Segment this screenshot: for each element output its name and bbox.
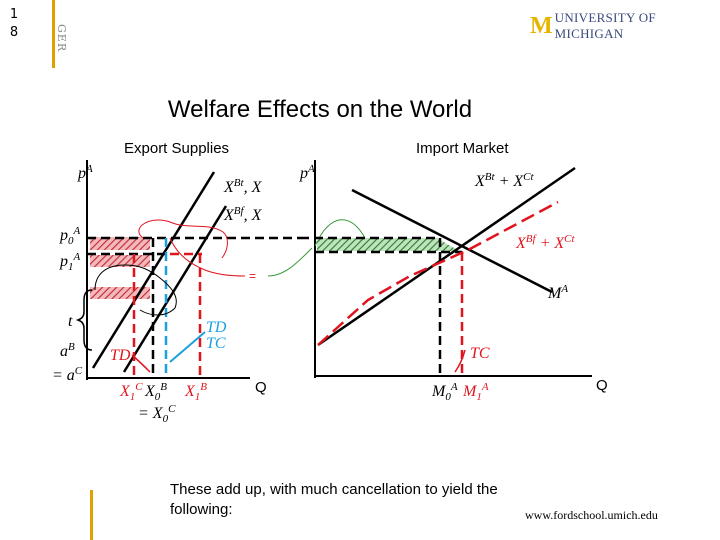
logo-mark: M: [530, 13, 553, 39]
hatched-area-p0: [90, 237, 150, 250]
arrow-td-left: [131, 354, 151, 373]
slide-title: Welfare Effects on the World: [167, 96, 473, 123]
label-t: t: [68, 313, 73, 330]
green-area: [317, 238, 459, 251]
accent-bar-bottom: [90, 490, 93, 540]
arrow-tc-right: [454, 349, 466, 373]
label-tc-right: TC: [470, 345, 490, 362]
label-p0A: p0A: [59, 225, 81, 247]
label-ma: MA: [547, 283, 568, 302]
supply-xbf-xct: [317, 200, 559, 346]
label-tc-mid: TC: [206, 335, 226, 352]
slide-number: 1 8: [9, 7, 19, 40]
label-x1b: X1B: [184, 381, 207, 403]
left-panel: [75, 160, 313, 380]
label-x1c: X1C: [119, 381, 143, 403]
logo-text: UNIVERSITY OF MICHIGAN: [554, 10, 656, 41]
label-xbt: XBt, X: [223, 177, 263, 196]
ger-label: GER: [55, 24, 68, 53]
caption-text: These add up, with much cancellation to …: [170, 481, 498, 518]
thin-curve-top: [138, 219, 228, 259]
label-eq-x0c: = X0C: [138, 403, 176, 425]
supply-xbt-xct: [317, 166, 576, 347]
label-p1A: p1A: [59, 251, 81, 273]
arrow-tc-mid: [169, 331, 206, 363]
label-xbf: XBf, X: [223, 205, 263, 224]
label-pA-right: pA: [299, 163, 315, 182]
label-q-left: Q: [255, 379, 267, 396]
demand-ma: [351, 188, 553, 294]
label-eq-aC: = aC: [52, 365, 83, 384]
label-td-mid: TD: [206, 319, 227, 336]
label-aB: aB: [60, 341, 75, 360]
label-x0b: X0B: [144, 381, 167, 403]
label-td-left: TD: [110, 347, 131, 364]
thin-curve-green: [267, 247, 313, 277]
import-panel-title: Import Market: [416, 140, 509, 157]
university-logo: M UNIVERSITY OF MICHIGAN: [530, 10, 720, 42]
label-equals-mark: =: [249, 269, 256, 283]
label-q-right: Q: [596, 377, 608, 394]
label-m0a: M0A: [431, 381, 458, 403]
supply-curve-xbf: [122, 205, 228, 373]
accent-bar-top: [52, 0, 55, 68]
tariff-brace: [75, 289, 93, 351]
label-pA-left: pA: [77, 163, 93, 182]
thin-curve-mid: [169, 237, 246, 277]
right-panel: [300, 160, 592, 378]
label-xbf-xct: XBf + XCt: [515, 233, 575, 252]
label-m1a: M1A: [462, 381, 489, 403]
export-panel-title: Export Supplies: [124, 140, 230, 157]
thin-curve-low: [94, 264, 177, 316]
label-xbt-xct: XBt + XCt: [474, 171, 534, 190]
footer-url[interactable]: www.fordschool.umich.edu: [525, 508, 658, 522]
